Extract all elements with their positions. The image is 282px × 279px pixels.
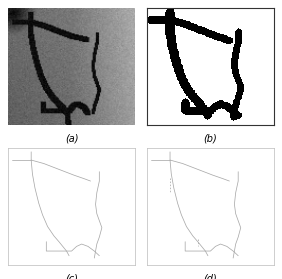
Text: (d): (d) <box>204 273 217 279</box>
Text: (b): (b) <box>204 133 217 143</box>
Text: (a): (a) <box>65 133 78 143</box>
Text: (c): (c) <box>65 273 78 279</box>
